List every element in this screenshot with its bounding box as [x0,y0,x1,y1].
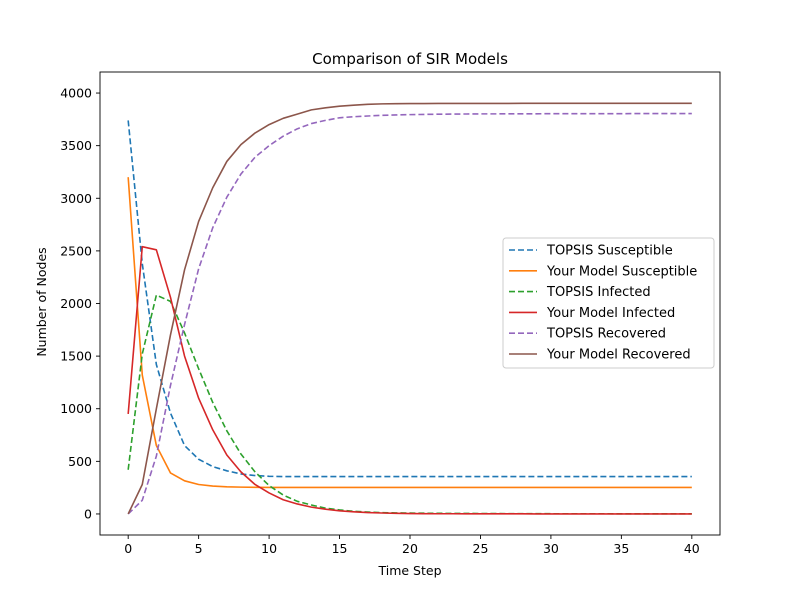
y-tick-label: 1500 [60,349,92,364]
legend-label-topsis-recovered: TOPSIS Recovered [546,327,666,342]
x-tick-label: 15 [332,541,348,556]
series-line-your-model-infected [127,245,692,515]
legend-label-your-model-recovered: Your Model Recovered [546,348,691,363]
x-tick-label: 10 [261,541,277,556]
legend-label-your-model-infected: Your Model Infected [546,306,675,321]
x-tick-label: 35 [613,541,629,556]
chart-title: Comparison of SIR Models [312,50,508,68]
series-lines [127,102,692,515]
y-tick-label: 2000 [60,296,92,311]
x-tick-label: 30 [543,541,559,556]
x-axis-label: Time Step [377,563,441,578]
y-tick-label: 3500 [60,138,92,153]
x-tick-label: 20 [402,541,418,556]
series-line-topsis-recovered [127,112,692,515]
series-line-your-model-recovered [127,102,692,515]
y-axis-label: Number of Nodes [34,247,49,356]
legend-label-your-model-susceptible: Your Model Susceptible [546,264,697,279]
x-tick-label: 25 [473,541,489,556]
x-tick-label: 5 [195,541,203,556]
plot-area: 0 5 10 15 20 25 30 35 40 0 500 1000 1500 2000 2500 3000… [60,71,721,556]
y-tick-label: 500 [68,454,92,469]
y-tick-label: 1000 [60,401,92,416]
y-tick-label: 0 [84,506,92,521]
legend-label-topsis-infected: TOPSIS Infected [546,285,651,300]
legend-label-topsis-susceptible: TOPSIS Susceptible [546,244,673,259]
series-line-your-model-susceptible [127,177,692,489]
y-tick-label: 2500 [60,243,92,258]
y-tick-label: 3000 [60,191,92,206]
legend-box [502,237,715,369]
x-tick-label: 40 [684,541,700,556]
legend: TOPSIS Susceptible Your Model Susceptible… [502,237,715,369]
y-tick-label: 4000 [60,86,92,101]
x-tick-label: 0 [124,541,132,556]
